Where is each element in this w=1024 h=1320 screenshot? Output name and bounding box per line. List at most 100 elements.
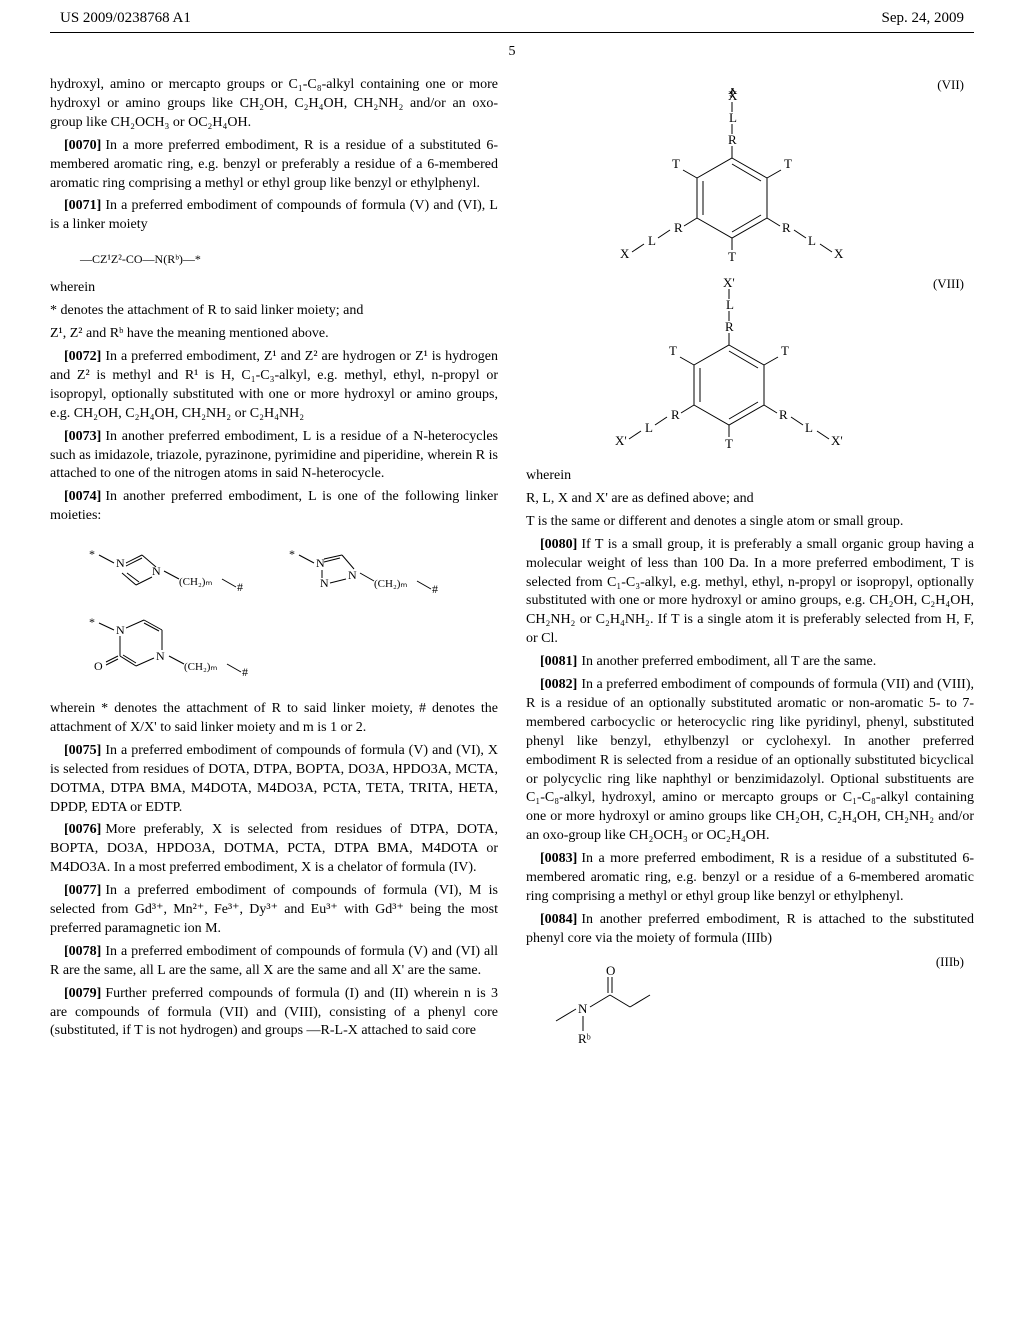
formula-viii-structure: R L X' T T T R L xyxy=(526,275,974,455)
para-text: In a preferred embodiment, Z¹ and Z² are… xyxy=(50,349,498,421)
svg-text:R: R xyxy=(728,132,737,147)
right-column: (VII) R L X xyxy=(526,76,974,1072)
paragraph-0074: [0074]In another preferred embodiment, L… xyxy=(50,488,498,526)
svg-text:N: N xyxy=(578,1001,588,1016)
svg-text:X: X xyxy=(620,246,630,261)
svg-text:R: R xyxy=(671,407,680,422)
svg-text:T: T xyxy=(784,156,792,171)
svg-text:T: T xyxy=(672,156,680,171)
svg-text:L: L xyxy=(729,110,737,125)
svg-text:T: T xyxy=(781,343,789,358)
para-num: [0070] xyxy=(64,138,101,153)
para-text: In a preferred embodiment of compounds o… xyxy=(50,743,498,815)
svg-text:#: # xyxy=(242,665,248,679)
para-text: In a preferred embodiment of compounds o… xyxy=(50,944,498,978)
para-text: Further preferred compounds of formula (… xyxy=(50,986,498,1039)
svg-text:*: * xyxy=(89,547,95,561)
formula-label-viii: (VIII) xyxy=(933,275,964,293)
linker-formula: —CZ¹Z²-CO—N(Rᵇ)—* xyxy=(80,251,498,267)
svg-text:L: L xyxy=(805,420,813,435)
paragraph-0080: [0080]If T is a small group, it is prefe… xyxy=(526,536,974,649)
paragraph-0082: [0082]In a preferred embodiment of compo… xyxy=(526,676,974,846)
para-text: In another preferred embodiment, all T a… xyxy=(581,654,876,669)
svg-text:R: R xyxy=(725,319,734,334)
paragraph-0078: [0078]In a preferred embodiment of compo… xyxy=(50,943,498,981)
header-rule xyxy=(50,32,974,33)
svg-text:N: N xyxy=(152,564,161,578)
svg-text:L: L xyxy=(726,297,734,312)
svg-text:N: N xyxy=(116,623,125,637)
publication-number: US 2009/0238768 A1 xyxy=(60,8,191,28)
formula-vii-structure: R L X R L xyxy=(526,88,974,263)
paragraph-0071: [0071]In a preferred embodiment of compo… xyxy=(50,197,498,235)
paragraph-0077: [0077]In a preferred embodiment of compo… xyxy=(50,882,498,939)
svg-text:N: N xyxy=(320,576,329,590)
paragraph-0081: [0081] In another preferred embodiment, a… xyxy=(526,653,974,672)
svg-text:#: # xyxy=(237,580,243,594)
svg-text:X': X' xyxy=(615,433,627,448)
publication-date: Sep. 24, 2009 xyxy=(882,8,965,28)
para-text: In a preferred embodiment of compounds o… xyxy=(526,677,974,843)
paragraph-0074-after: wherein * denotes the attachment of R to… xyxy=(50,700,498,738)
svg-text:R: R xyxy=(782,220,791,235)
svg-text:T: T xyxy=(669,343,677,358)
para-text: In another preferred embodiment, L is on… xyxy=(50,489,498,523)
svg-text:R: R xyxy=(779,407,788,422)
svg-text:(CH₂)ₘ: (CH₂)ₘ xyxy=(374,578,407,590)
svg-text:O: O xyxy=(606,963,615,978)
svg-text:Rᵇ: Rᵇ xyxy=(578,1031,591,1046)
left-column: hydroxyl, amino or mercapto groups or C₁… xyxy=(50,76,498,1072)
svg-text:T: T xyxy=(725,436,733,451)
para-num: [0081] xyxy=(540,654,577,669)
def-t: T is the same or different and denotes a… xyxy=(526,513,974,532)
paragraph-0072: [0072]In a preferred embodiment, Z¹ and … xyxy=(50,348,498,424)
paragraph-0070: [0070]In a more preferred embodiment, R … xyxy=(50,137,498,194)
para-num: [0074] xyxy=(64,489,101,504)
paragraph-0073: [0073]In another preferred embodiment, L… xyxy=(50,428,498,485)
svg-text:R: R xyxy=(674,220,683,235)
para-num: [0079] xyxy=(64,986,101,1001)
svg-text:X: X xyxy=(834,246,844,261)
para-num: [0072] xyxy=(64,349,101,364)
para-text: In a preferred embodiment of compounds o… xyxy=(50,883,498,936)
para-text: More preferably, X is selected from resi… xyxy=(50,822,498,875)
svg-text:O: O xyxy=(94,659,103,673)
svg-text:(CH₂)ₘ: (CH₂)ₘ xyxy=(179,576,212,588)
svg-text:N: N xyxy=(116,556,125,570)
formula-label-iiib: (IIIb) xyxy=(936,953,964,971)
para-num: [0073] xyxy=(64,429,101,444)
para-num: [0083] xyxy=(540,851,577,866)
svg-text:N: N xyxy=(156,649,165,663)
paragraph-0075: [0075]In a preferred embodiment of compo… xyxy=(50,742,498,818)
para-num: [0078] xyxy=(64,944,101,959)
svg-text:T: T xyxy=(728,249,736,263)
para-num: [0082] xyxy=(540,677,577,692)
linker-structures: * N N (CH₂)ₘ # * xyxy=(50,538,498,688)
wherein-label: wherein xyxy=(526,467,974,486)
page-number: 5 xyxy=(0,43,1024,62)
para-num: [0075] xyxy=(64,743,101,758)
def-rlx: R, L, X and X' are as defined above; and xyxy=(526,490,974,509)
svg-text:(CH₂)ₘ: (CH₂)ₘ xyxy=(184,661,217,673)
paragraph-0079: [0079]Further preferred compounds of for… xyxy=(50,985,498,1042)
para-text: In a more preferred embodiment, R is a r… xyxy=(526,851,974,904)
svg-text:X: X xyxy=(728,88,738,103)
para-num: [0076] xyxy=(64,822,101,837)
paragraph-top: hydroxyl, amino or mercapto groups or C₁… xyxy=(50,76,498,133)
def-z: Z¹, Z² and Rᵇ have the meaning mentioned… xyxy=(50,325,498,344)
paragraph-0076: [0076]More preferably, X is selected fro… xyxy=(50,821,498,878)
def-star: * denotes the attachment of R to said li… xyxy=(50,302,498,321)
wherein-label: wherein xyxy=(50,279,498,298)
para-num: [0071] xyxy=(64,198,101,213)
formula-label-vii: (VII) xyxy=(937,76,964,94)
svg-text:L: L xyxy=(645,420,653,435)
para-text: In another preferred embodiment, R is at… xyxy=(526,912,974,946)
svg-text:*: * xyxy=(289,547,295,561)
svg-text:N: N xyxy=(348,568,357,582)
svg-text:N: N xyxy=(316,556,325,570)
para-text: If T is a small group, it is preferably … xyxy=(526,537,974,646)
svg-text:X': X' xyxy=(723,275,735,290)
formula-iiib-structure: N Rᵇ O xyxy=(546,961,974,1061)
svg-text:L: L xyxy=(648,233,656,248)
svg-text:#: # xyxy=(432,582,438,596)
